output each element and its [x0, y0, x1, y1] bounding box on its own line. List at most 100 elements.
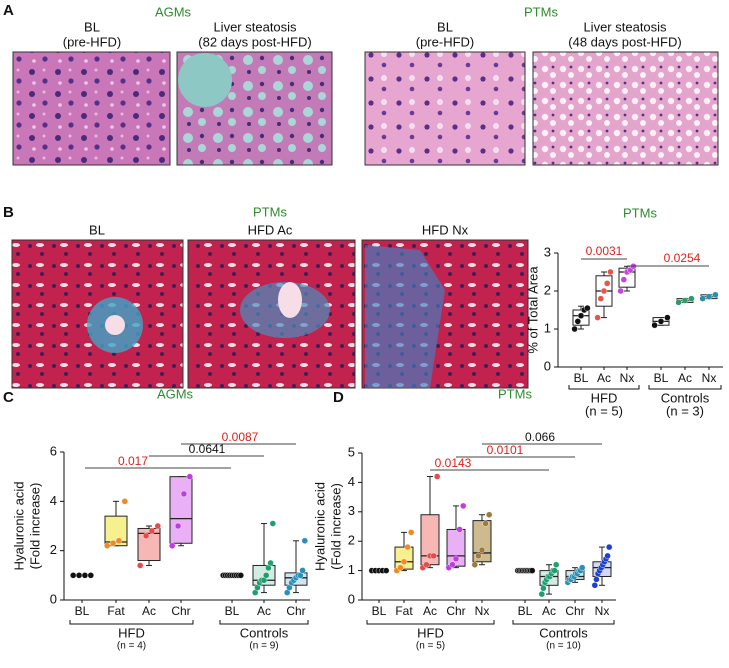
data-point: [478, 546, 486, 554]
data-point: [538, 590, 545, 598]
data-point: [400, 558, 408, 565]
data-point: [471, 561, 478, 568]
x-tick-label: Chr: [446, 604, 465, 618]
y-axis-label: Hyaluronic acid: [11, 482, 26, 571]
data-point: [237, 572, 245, 579]
data-point: [87, 572, 95, 579]
group-label: PTMs: [524, 4, 558, 19]
group-label: HFD: [417, 625, 444, 640]
data-point: [269, 520, 276, 527]
micrograph: [364, 51, 526, 166]
group-label: Controls: [539, 625, 588, 640]
x-tick-label: Nx: [475, 604, 490, 618]
data-point: [109, 540, 117, 547]
box: [104, 515, 128, 547]
data-point: [180, 490, 188, 498]
vessel: [278, 282, 302, 318]
data-point: [154, 522, 162, 530]
group-n: (n = 4): [117, 641, 146, 652]
group-label: Controls: [661, 390, 710, 405]
data-point: [604, 280, 611, 287]
chart-title: PTMs: [623, 205, 657, 220]
caption: BL: [84, 19, 100, 34]
x-tick-label: Fat: [107, 604, 125, 618]
y-tick-label: 1: [544, 320, 551, 335]
chart-title: PTMs: [498, 386, 532, 401]
data-point: [460, 502, 467, 510]
y-axis-label: (Fold increase): [328, 483, 343, 570]
data-point: [657, 318, 665, 325]
fibrosis: [365, 245, 445, 388]
x-tick-label: Nx: [595, 604, 610, 618]
x-tick-label: Ac: [423, 604, 437, 618]
data-point: [597, 295, 604, 302]
box: [394, 546, 414, 570]
y-tick-label: 2: [348, 533, 355, 548]
data-point: [540, 585, 547, 592]
group-n: (n = 5): [585, 403, 623, 418]
x-tick-label: Nx: [702, 371, 717, 385]
data-point: [148, 527, 156, 535]
data-point: [475, 552, 482, 560]
data-point: [121, 498, 129, 505]
data-point: [651, 322, 658, 329]
data-point: [604, 552, 611, 560]
data-point: [681, 297, 689, 304]
x-tick-label: Ac: [597, 371, 611, 385]
data-point: [664, 314, 671, 321]
data-point: [551, 567, 558, 574]
data-point: [174, 522, 182, 530]
data-point: [81, 572, 89, 579]
data-point: [600, 287, 608, 295]
data-point: [449, 561, 456, 568]
box: [472, 520, 492, 563]
caption: (pre-HFD): [416, 34, 475, 49]
data-point: [591, 582, 598, 589]
p-value: 0.0254: [664, 251, 701, 265]
data-point: [675, 299, 682, 306]
x-tick-label: Fat: [395, 604, 413, 618]
chart-title: AGMs: [157, 386, 194, 401]
caption: HFD Nx: [422, 222, 469, 237]
data-point: [617, 287, 624, 295]
y-tick-label: 4: [348, 474, 355, 489]
y-tick-label: 1: [348, 562, 355, 577]
data-point: [606, 543, 613, 551]
data-point: [408, 529, 415, 536]
x-tick-label: Ac: [542, 604, 556, 618]
data-point: [482, 520, 489, 527]
panel-label: D: [333, 389, 344, 406]
group-bracket: [219, 620, 309, 625]
x-tick-label: Chr: [171, 604, 190, 618]
group-label: HFD: [118, 625, 145, 640]
caption: HFD Ac: [248, 222, 293, 237]
p-value: 0.017: [118, 454, 148, 468]
box: [446, 528, 466, 567]
data-point: [115, 537, 123, 544]
data-point: [688, 295, 695, 302]
y-tick-label: 3: [348, 503, 355, 518]
data-point: [577, 312, 585, 319]
x-tick-label: BL: [75, 604, 90, 618]
y-axis-label: % of Total Area: [525, 266, 540, 354]
data-point: [699, 295, 706, 302]
y-tick-label: 2: [50, 542, 57, 557]
data-point: [301, 537, 308, 544]
group-bracket: [568, 385, 640, 390]
data-point: [267, 559, 274, 567]
x-tick-label: BL: [574, 371, 589, 385]
caption: BL: [89, 222, 105, 237]
x-tick-label: BL: [225, 604, 240, 618]
data-point: [136, 562, 144, 569]
x-tick-label: Chr: [565, 604, 584, 618]
micrograph: [532, 51, 719, 166]
box: [420, 514, 440, 566]
y-tick-label: 6: [50, 443, 57, 458]
data-point: [423, 561, 430, 568]
data-point: [186, 473, 194, 480]
data-point: [69, 572, 77, 579]
y-tick-label: 0: [50, 591, 57, 606]
vessel: [105, 315, 125, 335]
group-label: HFD: [591, 390, 618, 405]
